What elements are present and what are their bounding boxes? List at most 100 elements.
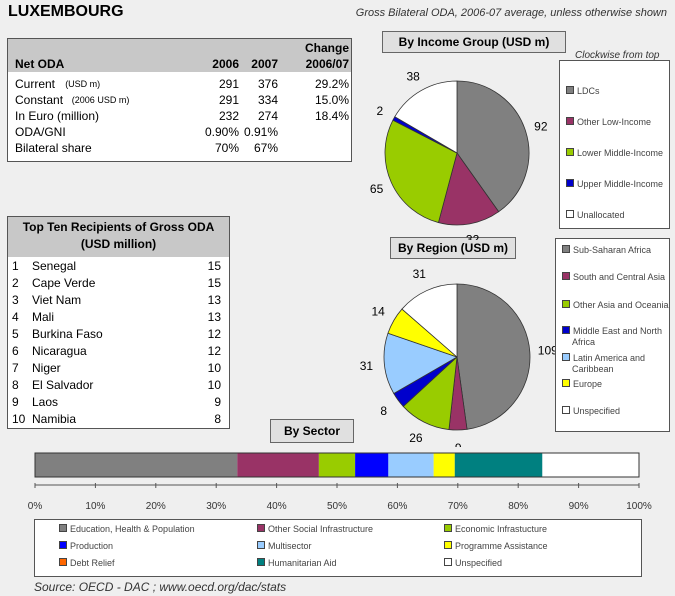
region-pie-slice-label: 9 bbox=[455, 441, 462, 447]
sector-bar-border bbox=[34, 452, 640, 478]
recipient-name: Namibia bbox=[32, 412, 77, 426]
sector-axis-tick-label: 50% bbox=[327, 501, 347, 512]
sector-legend-item: Multisector bbox=[257, 541, 312, 551]
region-legend-swatch bbox=[562, 379, 570, 387]
sector-bar-segment bbox=[542, 453, 639, 477]
income-legend-swatch bbox=[566, 148, 574, 156]
income-legend-item: Lower Middle-Income bbox=[566, 148, 663, 159]
chart-subtitle: Gross Bilateral ODA, 2006-07 average, un… bbox=[355, 7, 667, 19]
sector-bar-segment bbox=[433, 453, 455, 477]
income-pie-slice-label: 2 bbox=[376, 104, 383, 118]
sector-legend-label: Programme Assistance bbox=[455, 541, 548, 551]
net-oda-table: Net ODA 2006 2007 Change 2006/07 Current… bbox=[7, 38, 352, 162]
oda-row-2007: 376 bbox=[257, 77, 278, 91]
sector-legend-label: Multisector bbox=[268, 541, 312, 551]
source-note: Source: OECD - DAC ; www.oecd.org/dac/st… bbox=[34, 580, 287, 594]
region-pie-slice-label: 26 bbox=[409, 431, 423, 445]
top-ten-title: Top Ten Recipients of Gross ODA (USD mil… bbox=[8, 217, 229, 257]
sector-legend-label: Economic Infrastucture bbox=[455, 524, 548, 534]
region-pie-slice bbox=[383, 332, 458, 395]
region-legend-swatch bbox=[562, 406, 570, 414]
recipient-value: 10 bbox=[207, 361, 221, 375]
recipient-value: 13 bbox=[207, 293, 221, 307]
recipient-rank: 8 bbox=[12, 378, 19, 392]
recipient-name: Mali bbox=[32, 310, 55, 324]
income-legend-swatch bbox=[566, 179, 574, 187]
region-legend-swatch bbox=[562, 272, 570, 280]
sector-legend-swatch bbox=[444, 558, 452, 566]
net-oda-col-label: Net ODA bbox=[15, 57, 65, 71]
sector-legend-item: Education, Health & Population bbox=[59, 524, 195, 534]
recipient-name: Senegal bbox=[32, 259, 77, 273]
region-legend-label: Middle East and North Africa bbox=[572, 326, 663, 347]
oda-row-2007: 67% bbox=[253, 141, 278, 155]
sector-axis-tick-label: 30% bbox=[206, 501, 226, 512]
oda-row-2006: 291 bbox=[218, 93, 239, 107]
sector-legend-item: Debt Relief bbox=[59, 558, 115, 568]
oda-row-2007: 0.91% bbox=[243, 125, 278, 139]
col-2006: 2006 bbox=[212, 57, 239, 71]
region-pie-slice-label: 109 bbox=[538, 344, 555, 358]
region-pie-chart: 109 9 26 8 31 14 31 bbox=[360, 267, 555, 447]
sector-bar-segment bbox=[388, 453, 434, 477]
oda-row-label: Current bbox=[15, 77, 56, 91]
region-legend-label: Other Asia and Oceania bbox=[573, 300, 669, 310]
sector-axis-tick-label: 100% bbox=[626, 501, 652, 512]
region-legend-item: Europe bbox=[562, 379, 674, 390]
income-pie-slice-label: 92 bbox=[534, 119, 548, 133]
sector-legend-item: Economic Infrastucture bbox=[444, 524, 547, 534]
region-pie-slice bbox=[456, 283, 531, 430]
oda-row-label: Constant bbox=[15, 93, 64, 107]
recipient-value: 12 bbox=[207, 327, 221, 341]
country-title: LUXEMBOURG bbox=[8, 3, 124, 20]
sector-legend-item: Other Social Infrastructure bbox=[257, 524, 373, 534]
sector-axis-tick-label: 60% bbox=[387, 501, 407, 512]
sector-axis-tick-label: 40% bbox=[267, 501, 287, 512]
recipient-name: Niger bbox=[32, 361, 61, 375]
region-legend-swatch bbox=[562, 326, 570, 334]
region-legend-label: Sub-Saharan Africa bbox=[573, 245, 652, 255]
sector-legend-label: Debt Relief bbox=[70, 558, 115, 568]
income-pie-slice bbox=[394, 80, 458, 154]
net-oda-header bbox=[8, 39, 351, 72]
sector-legend-label: Humanitarian Aid bbox=[268, 558, 337, 568]
income-pie-slice-label: 65 bbox=[370, 182, 384, 196]
oda-row-label: Bilateral share bbox=[15, 141, 92, 155]
income-legend-item: Other Low-Income bbox=[566, 117, 651, 128]
sector-axis-tick-label: 0% bbox=[28, 501, 43, 512]
sector-legend-label: Education, Health & Population bbox=[70, 524, 195, 534]
oda-row-label: In Euro (million) bbox=[15, 109, 100, 123]
recipient-name: El Salvador bbox=[32, 378, 94, 392]
recipient-name: Cape Verde bbox=[32, 276, 96, 290]
recipient-name: Viet Nam bbox=[32, 293, 82, 307]
income-legend-item: Unallocated bbox=[566, 210, 625, 221]
sector-legend-swatch bbox=[59, 558, 67, 566]
region-legend-label: Europe bbox=[573, 379, 603, 389]
region-pie-slice-label: 31 bbox=[360, 359, 374, 373]
region-legend-label: Latin America and Caribbean bbox=[572, 353, 646, 374]
income-legend-label: Upper Middle-Income bbox=[577, 179, 664, 189]
top-ten-table: Top Ten Recipients of Gross ODA (USD mil… bbox=[7, 216, 230, 429]
sector-bar-segment bbox=[237, 453, 319, 477]
sector-bar-segment bbox=[355, 453, 389, 477]
oda-row-2006: 291 bbox=[218, 77, 239, 91]
income-pie-slice bbox=[384, 119, 458, 224]
recipient-rank: 4 bbox=[12, 310, 19, 324]
sector-axis-tick-label: 70% bbox=[448, 501, 468, 512]
region-legend-item: Latin America and Caribbean bbox=[562, 353, 674, 375]
sector-chart-title: By Sector bbox=[270, 419, 354, 443]
oda-row-2006: 0.90% bbox=[204, 125, 239, 139]
recipient-value: 15 bbox=[207, 259, 221, 273]
region-pie-slice-label: 31 bbox=[413, 267, 427, 281]
oda-row-2007: 274 bbox=[257, 109, 278, 123]
region-legend-swatch bbox=[562, 245, 570, 253]
recipient-name: Burkina Faso bbox=[32, 327, 103, 341]
col-change: Change 2006/07 bbox=[304, 41, 349, 71]
oda-row-unit: (2006 USD m) bbox=[71, 95, 130, 105]
income-legend-label: Other Low-Income bbox=[577, 117, 652, 127]
income-legend-label: Unallocated bbox=[577, 210, 625, 220]
recipient-rank: 2 bbox=[12, 276, 19, 290]
income-pie-slice-label: 38 bbox=[406, 70, 420, 84]
recipient-rank: 5 bbox=[12, 327, 19, 341]
sector-axis-tick-label: 20% bbox=[146, 501, 166, 512]
